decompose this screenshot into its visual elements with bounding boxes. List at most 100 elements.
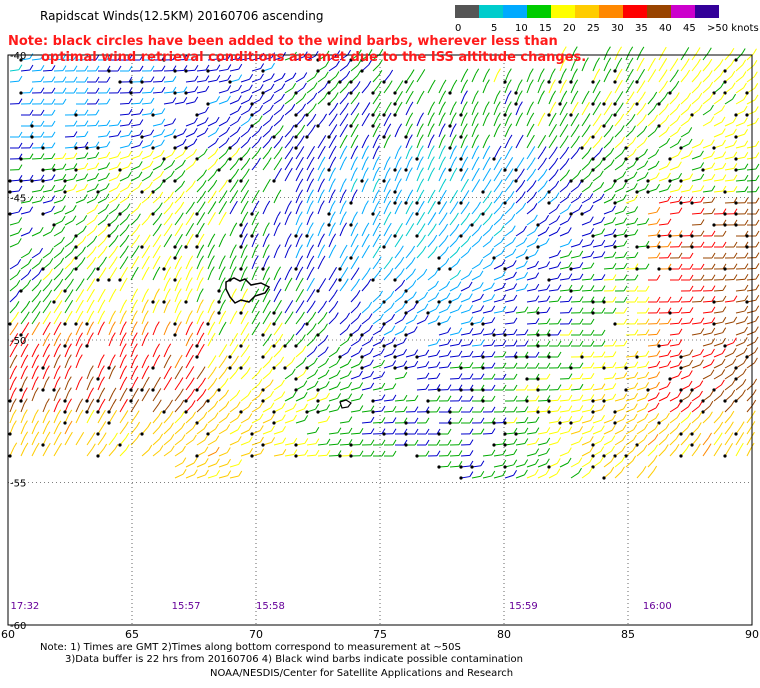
wind-barb-feather [270, 73, 275, 79]
wind-barb [152, 348, 158, 358]
quality-flag-circle [382, 245, 386, 249]
wind-barb-feather [744, 230, 749, 237]
wind-barb-feather [430, 156, 435, 162]
wind-barb [372, 364, 382, 369]
wind-barb-feather [721, 128, 726, 134]
wind-barb-feather [523, 237, 528, 243]
wind-barb-feather [533, 191, 537, 198]
wind-barb-feather [675, 92, 680, 98]
wind-barb-feather [403, 372, 408, 378]
wind-barb [141, 260, 147, 270]
wind-barb-feather [359, 393, 364, 400]
wind-barb-feather [312, 113, 317, 120]
wind-barb-feather [640, 46, 645, 53]
quality-flag-circle [382, 432, 386, 436]
wind-barb [647, 108, 655, 116]
wind-barb-feather [444, 223, 449, 230]
wind-barb [328, 443, 339, 446]
wind-barb-feather [138, 161, 143, 167]
wind-barb-feather [355, 267, 360, 273]
wind-barb-feather [513, 395, 518, 402]
wind-barb-feather [266, 200, 271, 207]
wind-barb-feather [356, 91, 361, 98]
wind-barb [680, 189, 690, 193]
wind-barb [438, 308, 448, 314]
wind-barb [658, 200, 668, 204]
wind-barb-feather [409, 211, 414, 218]
wind-barb-feather [597, 113, 602, 119]
quality-flag-circle [404, 421, 408, 425]
wind-barb [317, 260, 323, 270]
wind-barb [218, 68, 228, 72]
wind-barb [75, 414, 81, 424]
wind-barb [163, 206, 171, 215]
wind-barb-feather [634, 329, 639, 335]
wind-barb [691, 189, 701, 193]
quality-flag-circle [547, 355, 551, 359]
wind-barb-feather [447, 327, 452, 333]
wind-barb-feather [259, 94, 264, 101]
quality-flag-circle [206, 102, 210, 106]
wind-barb-feather [574, 68, 578, 74]
wind-barb-feather [433, 234, 438, 241]
wind-barb [9, 305, 17, 314]
wind-barb-feather [454, 201, 459, 207]
wind-barb-feather [699, 380, 704, 386]
wind-barb [108, 124, 119, 127]
wind-barb-feather [12, 387, 17, 393]
wind-barb [372, 183, 377, 193]
quality-flag-circle [250, 212, 254, 216]
wind-barb-feather [666, 137, 671, 144]
wind-barb-feather [200, 332, 205, 339]
wind-barb [284, 442, 294, 446]
legend-swatch [623, 5, 647, 18]
wind-barb-feather [375, 178, 380, 184]
wind-barb [702, 86, 711, 94]
wind-barb [482, 333, 492, 336]
wind-barb-feather [667, 241, 672, 247]
wind-barb [383, 216, 389, 226]
wind-barb-feather [700, 196, 705, 203]
wind-barb [526, 288, 536, 292]
wind-barb-feather [486, 68, 490, 74]
wind-barb-feather [180, 201, 185, 208]
wind-barb-feather [193, 457, 198, 464]
wind-barb [592, 244, 602, 248]
wind-barb-feather [171, 149, 176, 156]
wind-barb-feather [355, 102, 360, 108]
wind-barb [339, 205, 344, 215]
wind-barb-feather [578, 467, 582, 474]
wind-barb-feather [436, 439, 441, 446]
wind-barb [581, 163, 589, 171]
wind-barb-feather [271, 437, 276, 443]
wind-barb [625, 376, 635, 380]
quality-flag-circle [151, 212, 155, 216]
wind-barb [559, 51, 564, 61]
wind-barb-feather [553, 146, 558, 153]
wind-barb-feather [139, 98, 144, 104]
wind-barb-feather [743, 358, 748, 364]
wind-barb [328, 374, 338, 380]
wind-barb-feather [707, 47, 712, 54]
wind-barb-feather [144, 299, 149, 305]
wind-barb-feather [409, 112, 414, 119]
wind-barb [570, 430, 580, 435]
wind-barb-feather [51, 76, 56, 82]
wind-barb-feather [590, 415, 595, 421]
wind-barb-feather [259, 84, 264, 90]
wind-barb [284, 454, 294, 457]
wind-barb [361, 205, 366, 215]
wind-barb-feather [557, 437, 562, 443]
wind-barb [185, 462, 195, 468]
wind-barb [251, 78, 261, 83]
wind-barb-feather [510, 179, 514, 186]
quality-flag-circle [602, 124, 606, 128]
wind-barb [746, 145, 756, 149]
wind-barb [625, 418, 635, 424]
wind-barb-feather [254, 266, 259, 272]
quality-flag-circle [569, 80, 573, 84]
wind-barb-feather [633, 424, 638, 430]
quality-flag-circle [19, 388, 23, 392]
wind-barb [702, 155, 712, 160]
